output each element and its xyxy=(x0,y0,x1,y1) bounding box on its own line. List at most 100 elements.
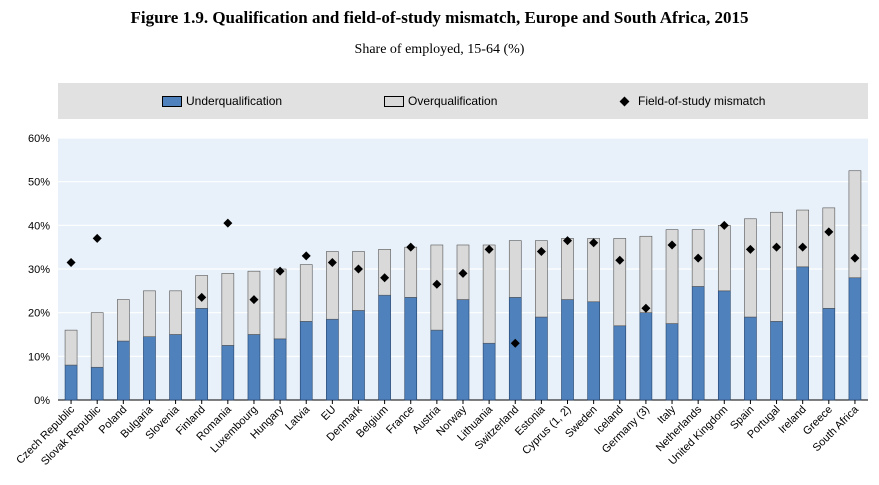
bar-underqualification xyxy=(508,297,522,401)
marker-field-mismatch xyxy=(432,279,442,289)
bar-overqualification xyxy=(143,290,156,337)
bar-overqualification xyxy=(90,312,104,368)
bar-overqualification xyxy=(717,225,731,292)
bar-overqualification xyxy=(352,251,365,311)
bar-overqualification xyxy=(299,264,313,322)
marker-field-mismatch xyxy=(223,218,233,228)
marker-field-mismatch xyxy=(563,236,573,246)
marker-field-mismatch xyxy=(484,244,494,254)
bar-overqualification xyxy=(535,240,548,318)
marker-field-mismatch xyxy=(510,338,520,348)
legend-item-field-mismatch: Field-of-study mismatch xyxy=(618,94,765,108)
bar-underqualification xyxy=(587,301,600,401)
bar-chart: 0%10%20%30%40%50%60%Czech RepublicSlovak… xyxy=(14,133,868,468)
bar-underqualification xyxy=(639,312,653,401)
bar-underqualification xyxy=(822,308,836,401)
legend-item-underqualification: Underqualification xyxy=(162,94,282,108)
marker-field-mismatch xyxy=(197,292,207,302)
marker-field-mismatch xyxy=(850,253,860,263)
bar-underqualification xyxy=(221,345,235,401)
marker-field-mismatch xyxy=(406,242,416,252)
bar-overqualification xyxy=(822,207,836,309)
bar-underqualification xyxy=(404,297,418,401)
marker-field-mismatch xyxy=(693,253,703,263)
x-tick-label: Italy xyxy=(655,403,678,426)
y-tick-label: 0% xyxy=(34,395,50,407)
bar-underqualification xyxy=(378,294,391,401)
chart-title: Figure 1.9. Qualification and field-of-s… xyxy=(130,8,749,27)
marker-field-mismatch xyxy=(615,255,625,265)
bar-underqualification xyxy=(561,299,574,401)
bar-overqualification xyxy=(221,273,235,346)
bar-underqualification xyxy=(299,321,313,401)
bar-underqualification xyxy=(770,321,783,401)
bar-underqualification xyxy=(430,329,444,401)
bar-overqualification xyxy=(508,240,522,298)
bar-underqualification xyxy=(273,338,287,401)
bar-overqualification xyxy=(169,290,182,335)
bar-underqualification xyxy=(326,318,339,401)
bar-overqualification xyxy=(326,251,339,320)
bar-overqualification xyxy=(848,170,862,279)
bar-overqualification xyxy=(273,268,287,340)
marker-field-mismatch xyxy=(380,273,390,283)
bar-underqualification xyxy=(535,316,548,401)
marker-field-mismatch xyxy=(719,220,729,230)
legend-marker-field-mismatch xyxy=(619,96,630,106)
bar-overqualification xyxy=(770,211,783,322)
y-tick-label: 40% xyxy=(28,220,50,232)
marker-field-mismatch xyxy=(353,264,363,274)
bar-overqualification xyxy=(639,235,653,313)
marker-field-mismatch xyxy=(536,247,546,257)
bar-underqualification xyxy=(482,342,496,401)
x-tick-label: France xyxy=(384,404,417,437)
bar-underqualification xyxy=(665,323,679,401)
bar-underqualification xyxy=(64,364,78,401)
marker-field-mismatch xyxy=(301,251,311,261)
marker-field-mismatch xyxy=(458,268,468,278)
bar-overqualification xyxy=(744,218,757,318)
bar-underqualification xyxy=(195,308,209,401)
legend-swatch-overqualification xyxy=(384,95,404,107)
bar-underqualification xyxy=(247,334,261,401)
bar-overqualification xyxy=(64,329,78,366)
bar-overqualification xyxy=(613,238,627,327)
bar-overqualification xyxy=(665,229,679,324)
bar-overqualification xyxy=(117,299,130,342)
y-tick-label: 10% xyxy=(28,351,50,363)
bar-underqualification xyxy=(169,334,182,401)
marker-field-mismatch xyxy=(824,227,834,237)
bar-overqualification xyxy=(404,246,418,298)
marker-field-mismatch xyxy=(798,242,808,252)
bar-overqualification xyxy=(378,249,391,296)
bar-underqualification xyxy=(456,299,470,401)
marker-field-mismatch xyxy=(327,257,337,267)
legend-item-overqualification: Overqualification xyxy=(384,94,497,108)
bar-overqualification xyxy=(587,238,600,303)
bar-overqualification xyxy=(796,209,809,268)
bar-overqualification xyxy=(482,244,496,344)
marker-field-mismatch xyxy=(66,257,76,267)
y-tick-label: 30% xyxy=(28,264,50,276)
bar-underqualification xyxy=(796,266,809,401)
chart-legend: Underqualification Overqualification Fie… xyxy=(58,83,868,119)
marker-field-mismatch xyxy=(745,244,755,254)
bar-underqualification xyxy=(744,316,757,401)
bar-underqualification xyxy=(143,336,156,401)
marker-field-mismatch xyxy=(641,303,651,313)
bar-underqualification xyxy=(848,277,862,401)
marker-field-mismatch xyxy=(92,233,102,243)
bar-underqualification xyxy=(717,290,731,401)
y-tick-label: 20% xyxy=(28,308,50,320)
y-tick-label: 50% xyxy=(28,177,50,189)
legend-swatch-underqualification xyxy=(162,95,182,107)
marker-field-mismatch xyxy=(589,238,599,248)
marker-field-mismatch xyxy=(667,240,677,250)
bar-underqualification xyxy=(117,340,130,401)
legend-label-underqualification: Underqualification xyxy=(186,94,283,108)
x-tick-label: EU xyxy=(319,404,338,423)
bar-overqualification xyxy=(195,275,209,309)
legend-label-overqualification: Overqualification xyxy=(408,94,498,108)
legend-label-field-mismatch: Field-of-study mismatch xyxy=(638,94,766,108)
bar-underqualification xyxy=(352,310,365,401)
